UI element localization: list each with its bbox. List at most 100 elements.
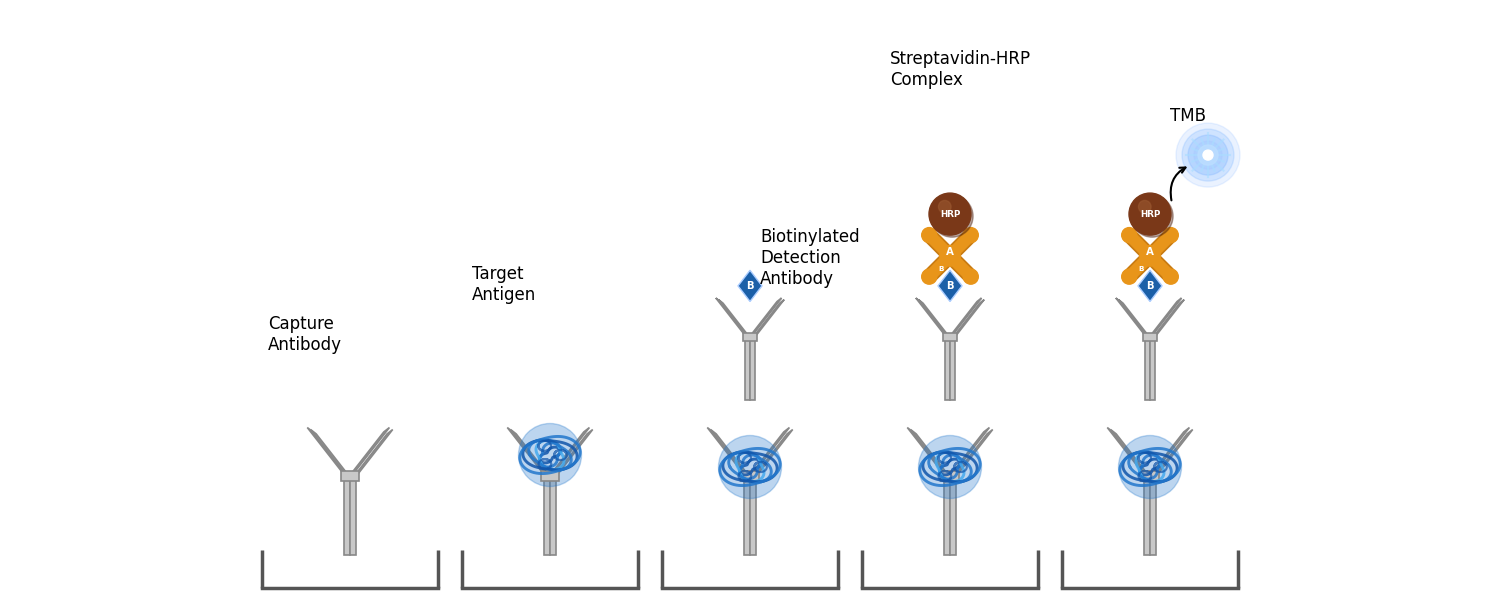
Polygon shape [948,428,990,477]
Polygon shape [752,299,784,339]
Polygon shape [542,471,560,481]
Polygon shape [344,476,350,555]
Polygon shape [742,332,758,341]
Polygon shape [940,471,958,481]
Polygon shape [1152,430,1192,479]
Text: A: A [946,247,954,257]
Polygon shape [938,270,962,301]
Polygon shape [748,298,782,338]
Text: HRP: HRP [940,209,960,218]
Polygon shape [1144,337,1150,400]
Polygon shape [351,476,357,555]
Polygon shape [1125,251,1155,281]
Polygon shape [716,298,748,338]
Polygon shape [748,428,789,477]
Circle shape [1130,193,1172,235]
Text: A: A [1146,247,1154,257]
Polygon shape [908,428,948,477]
Polygon shape [543,476,549,555]
Circle shape [1119,436,1182,499]
Circle shape [1140,245,1160,266]
Polygon shape [1152,299,1184,339]
Polygon shape [951,476,957,555]
Polygon shape [1149,428,1190,477]
Circle shape [1182,129,1234,181]
Polygon shape [918,299,951,339]
Circle shape [939,200,951,213]
Text: B: B [747,281,753,291]
Circle shape [1203,150,1214,160]
Circle shape [1122,269,1137,284]
Polygon shape [1119,299,1150,339]
Polygon shape [1144,251,1176,281]
Polygon shape [1125,230,1155,261]
Polygon shape [752,430,792,479]
Text: B: B [1138,266,1143,272]
Text: B: B [1146,281,1154,291]
Circle shape [1176,123,1240,187]
Polygon shape [1138,270,1162,301]
Polygon shape [552,430,592,479]
Polygon shape [910,430,951,479]
Text: TMB: TMB [1170,107,1206,125]
Polygon shape [750,476,756,555]
Polygon shape [711,430,752,479]
Polygon shape [348,428,390,477]
Text: HRP: HRP [1140,209,1160,218]
Polygon shape [1144,230,1176,261]
Circle shape [963,227,978,242]
Polygon shape [1143,332,1158,341]
Polygon shape [1116,298,1149,338]
Circle shape [921,227,936,242]
Polygon shape [746,337,750,400]
Circle shape [918,436,981,499]
Text: Streptavidin-HRP
Complex: Streptavidin-HRP Complex [890,50,1030,89]
Circle shape [921,269,936,284]
Polygon shape [1149,298,1182,338]
Polygon shape [340,471,358,481]
Circle shape [1164,269,1179,284]
Polygon shape [952,430,993,479]
Circle shape [1138,200,1150,213]
Polygon shape [950,337,956,400]
Polygon shape [1150,476,1156,555]
Circle shape [932,195,974,237]
Circle shape [519,424,582,487]
Polygon shape [924,230,956,261]
Text: Capture
Antibody: Capture Antibody [268,315,342,354]
Polygon shape [1142,471,1160,481]
Polygon shape [944,476,950,555]
Polygon shape [550,476,556,555]
Circle shape [1188,135,1228,175]
Circle shape [1198,145,1218,165]
Polygon shape [951,299,984,339]
Circle shape [963,269,978,284]
Polygon shape [950,298,981,338]
Polygon shape [308,428,348,477]
Polygon shape [708,428,748,477]
Circle shape [718,436,782,499]
Circle shape [1194,141,1222,169]
Polygon shape [750,337,754,400]
Polygon shape [549,428,590,477]
Polygon shape [924,251,956,281]
Text: B: B [938,266,944,272]
Circle shape [1122,227,1137,242]
Polygon shape [744,476,750,555]
Polygon shape [945,337,950,400]
Polygon shape [942,332,957,341]
Polygon shape [1107,428,1148,477]
Circle shape [1131,195,1173,237]
Polygon shape [1143,476,1149,555]
Polygon shape [916,298,948,338]
Polygon shape [718,299,752,339]
Circle shape [940,245,960,266]
Polygon shape [945,230,975,261]
Polygon shape [738,270,762,301]
Polygon shape [507,428,548,477]
Polygon shape [1150,337,1155,400]
Text: Biotinylated
Detection
Antibody: Biotinylated Detection Antibody [760,228,859,287]
Polygon shape [945,251,975,281]
Polygon shape [741,471,759,481]
Circle shape [928,193,970,235]
